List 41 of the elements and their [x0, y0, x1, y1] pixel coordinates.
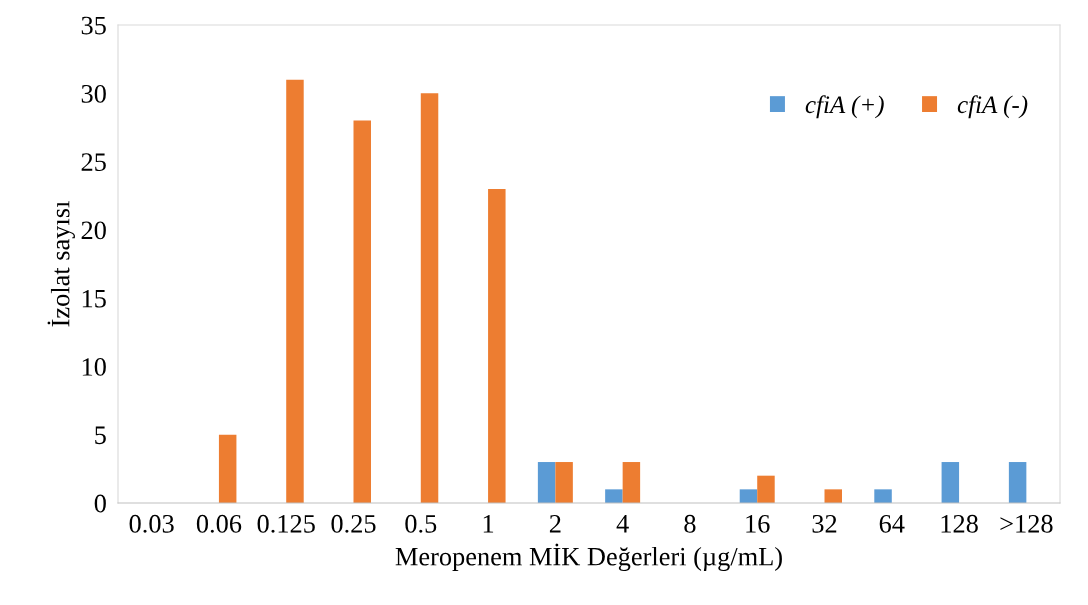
x-tick-label: >128: [1000, 514, 1053, 533]
x-tick-label: 128: [941, 514, 978, 533]
legend-label: cfiA (+): [805, 95, 884, 119]
bar: [488, 188, 506, 503]
x-tick-label: 0.5: [405, 514, 437, 533]
y-tick-label: 25: [81, 153, 106, 171]
bar: [420, 93, 439, 503]
legend-label: cfiA (-): [957, 95, 1028, 119]
x-tick-label: 1: [483, 515, 494, 533]
y-tick-label: 10: [82, 358, 106, 376]
x-tick-label: 16: [746, 514, 770, 533]
x-tick-label: 8: [684, 514, 696, 533]
bar: [605, 489, 623, 503]
bar: [1008, 462, 1027, 503]
x-tick-label: 2: [549, 514, 561, 533]
bar: [757, 475, 775, 503]
x-tick-label: 32: [812, 514, 837, 533]
y-tick-label: 20: [81, 221, 106, 240]
y-tick-label: 0: [94, 494, 106, 513]
x-tick-label: 0.25: [331, 514, 376, 533]
y-tick-label: 5: [95, 426, 106, 445]
bar: [824, 489, 842, 503]
y-tick-label: 15: [82, 289, 106, 308]
bar: [941, 462, 960, 503]
y-tick-label: 30: [81, 84, 106, 103]
x-tick-label: 0.125: [257, 514, 315, 533]
bar: [739, 489, 758, 503]
bar: [353, 120, 371, 503]
x-tick-label: 64: [879, 514, 905, 533]
bar: [555, 462, 573, 503]
bar: [874, 489, 892, 503]
bar: [286, 79, 304, 503]
y-tick-label: 35: [81, 16, 106, 35]
bar: [622, 462, 641, 503]
x-tick-label: 0.06: [196, 514, 242, 533]
x-tick-label: 4: [616, 515, 629, 533]
x-tick-label: 0.03: [129, 514, 174, 533]
y-axis-title: İzolat sayısı: [47, 201, 75, 327]
x-axis-title: Meropenem MİK Değerleri (µg/mL): [395, 543, 782, 571]
bar: [537, 462, 556, 503]
bar: [218, 434, 237, 503]
